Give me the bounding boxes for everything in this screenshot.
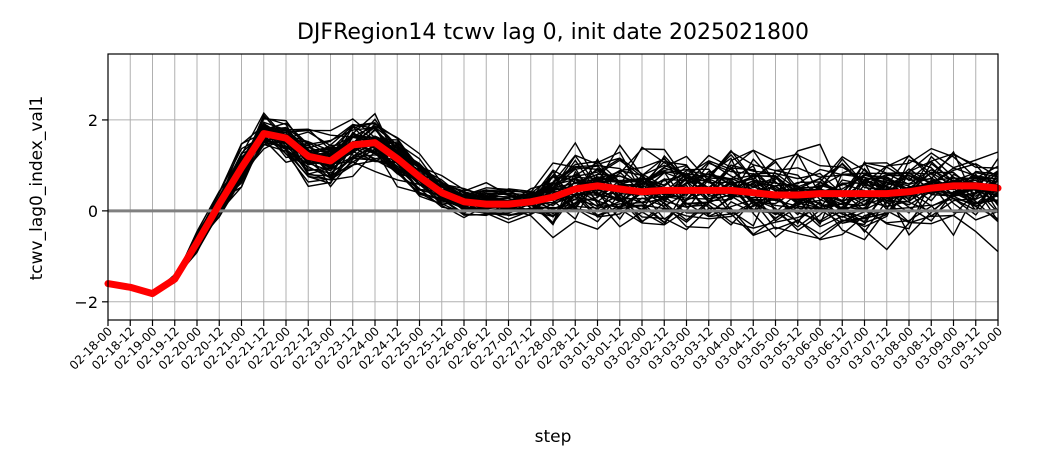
ensemble-member-line — [107, 113, 999, 295]
y-axis: −2 0 2 — [74, 111, 108, 312]
x-axis-label: step — [535, 427, 572, 447]
ensemble-member-line — [107, 118, 999, 292]
ensemble-mean-line — [104, 130, 1002, 298]
x-axis: 02-18-0002-18-1202-19-0002-19-1202-20-00… — [67, 320, 1005, 373]
y-tick-label: −2 — [74, 293, 98, 312]
ensemble-member-line — [107, 122, 999, 293]
y-tick-label: 0 — [88, 202, 98, 221]
y-tick-label: 2 — [88, 111, 98, 130]
chart-title: DJFRegion14 tcwv lag 0, init date 202502… — [297, 20, 809, 45]
y-axis-label: tcwv_lag0_index_val1 — [27, 96, 47, 281]
